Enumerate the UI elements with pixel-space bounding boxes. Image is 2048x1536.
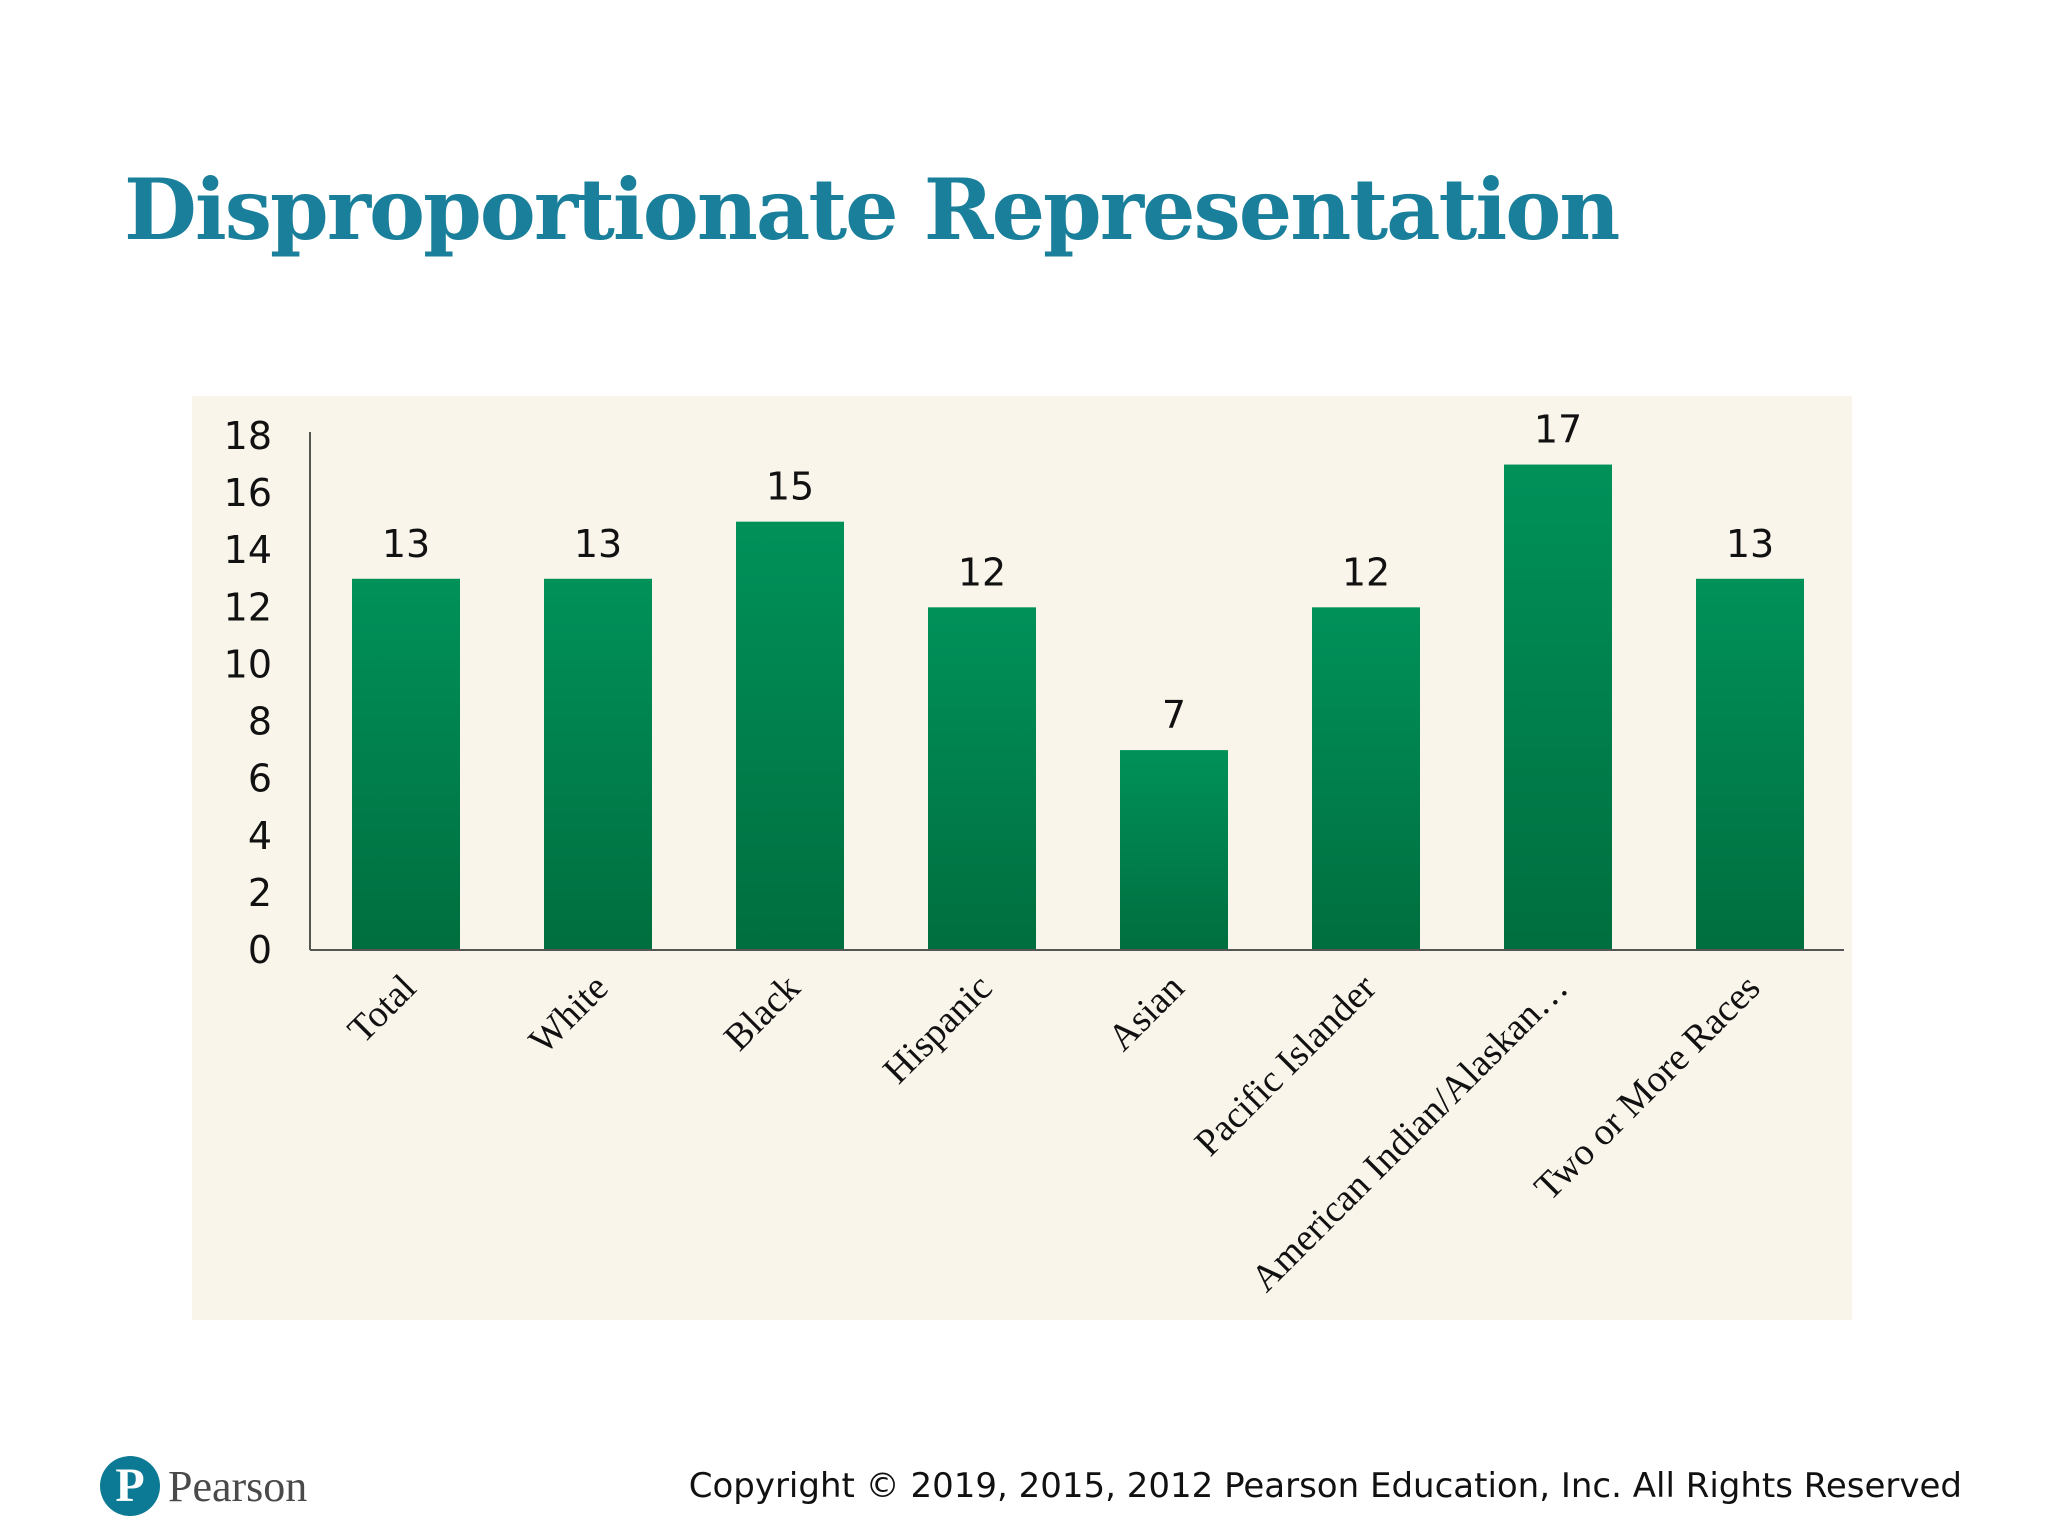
y-tick-label: 16 <box>224 471 272 515</box>
x-category-label: Black <box>716 967 808 1059</box>
bar <box>1504 464 1612 950</box>
slide-title: Disproportionate Representation <box>124 160 1620 259</box>
bar-chart: 0 2 4 6 8 10 12 14 16 18 13 13 15 12 7 12 17 13 Total Whi… <box>224 408 1844 1300</box>
bar-value-label: 17 <box>1534 408 1582 452</box>
bar-value-label: 13 <box>574 522 622 566</box>
x-category-label: Asian <box>1100 967 1192 1059</box>
x-category-label: Pacific Islander <box>1187 966 1385 1164</box>
y-tick-label: 8 <box>248 700 272 744</box>
x-category-label: American Indian/Alaskan… <box>1243 967 1576 1300</box>
pearson-logo-icon: P <box>100 1456 160 1516</box>
bar <box>352 578 460 950</box>
data-labels: 13 13 15 12 7 12 17 13 <box>382 408 1774 738</box>
copyright-notice: Copyright © 2019, 2015, 2012 Pearson Edu… <box>688 1466 1962 1506</box>
y-tick-label: 10 <box>224 642 272 686</box>
bar-value-label: 15 <box>766 465 814 509</box>
y-tick-label: 2 <box>248 871 272 915</box>
pearson-logo: P Pearson <box>100 1456 307 1516</box>
bars <box>352 464 1804 950</box>
y-tick-label: 4 <box>248 814 272 858</box>
y-tick-label: 14 <box>224 528 272 572</box>
bar <box>1120 750 1228 950</box>
bar-value-label: 13 <box>1726 522 1774 566</box>
bar <box>736 521 844 950</box>
bar <box>1696 578 1804 950</box>
y-tick-label: 18 <box>224 414 272 458</box>
bar <box>928 607 1036 950</box>
bar-value-label: 13 <box>382 522 430 566</box>
y-tick-label: 12 <box>224 585 272 629</box>
y-axis-ticks: 0 2 4 6 8 10 12 14 16 18 <box>224 414 272 972</box>
bar-value-label: 7 <box>1162 693 1186 737</box>
x-category-label: Total <box>340 967 425 1052</box>
y-tick-label: 6 <box>248 757 272 801</box>
bar-value-label: 12 <box>1342 550 1390 594</box>
x-category-label: White <box>521 967 616 1062</box>
bar <box>544 578 652 950</box>
y-tick-label: 0 <box>248 928 272 972</box>
bar <box>1312 607 1420 950</box>
bar-value-label: 12 <box>958 550 1006 594</box>
x-category-label: Hispanic <box>875 967 1000 1092</box>
pearson-wordmark: Pearson <box>168 1461 308 1511</box>
